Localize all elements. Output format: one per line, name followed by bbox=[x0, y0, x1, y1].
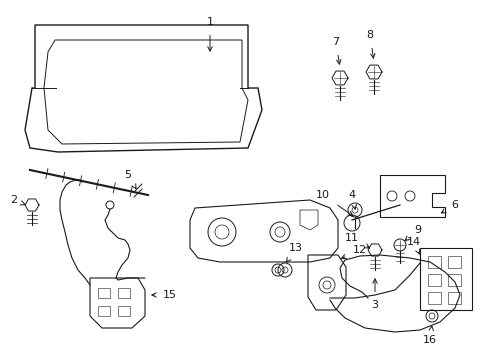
Text: 13: 13 bbox=[286, 243, 303, 262]
Text: 3: 3 bbox=[371, 279, 378, 310]
Text: 7: 7 bbox=[332, 37, 340, 64]
Text: 9: 9 bbox=[404, 225, 421, 240]
Text: 8: 8 bbox=[366, 30, 374, 58]
Text: 11: 11 bbox=[345, 233, 369, 248]
Text: 4: 4 bbox=[348, 190, 356, 209]
Text: 6: 6 bbox=[441, 200, 458, 213]
Text: 15: 15 bbox=[152, 290, 177, 300]
Text: 14: 14 bbox=[406, 237, 420, 254]
Text: 12: 12 bbox=[341, 245, 366, 258]
Text: 16: 16 bbox=[422, 326, 436, 345]
Text: 10: 10 bbox=[315, 190, 352, 216]
Text: 5: 5 bbox=[124, 170, 136, 189]
Text: 2: 2 bbox=[10, 195, 26, 205]
Text: 1: 1 bbox=[206, 17, 213, 51]
